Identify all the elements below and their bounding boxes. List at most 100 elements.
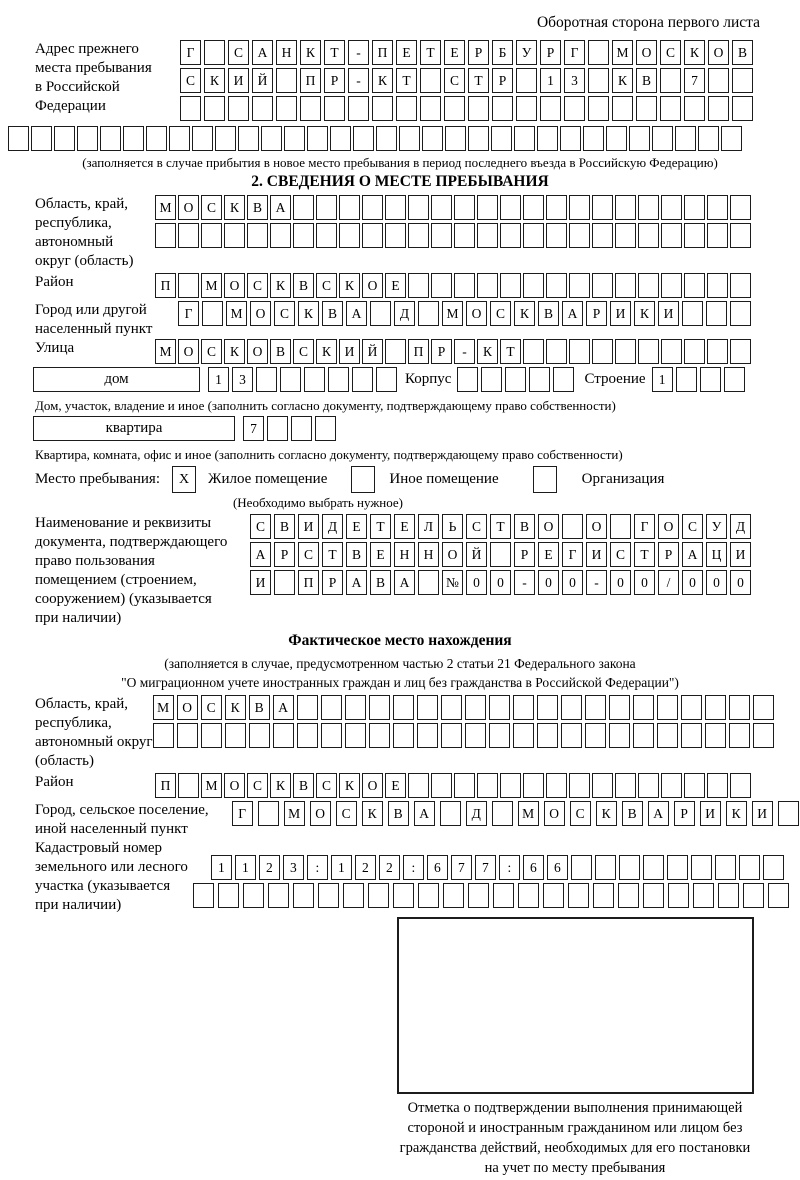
char-cell[interactable] xyxy=(569,773,590,798)
char-cell[interactable] xyxy=(704,723,726,748)
char-cell[interactable]: К xyxy=(316,339,337,364)
char-cell[interactable]: 3 xyxy=(564,68,585,93)
char-cell[interactable]: К xyxy=(224,195,245,220)
char-cell[interactable]: Р xyxy=(673,801,695,826)
char-cell[interactable]: 2 xyxy=(258,855,280,880)
char-cell[interactable] xyxy=(442,883,464,908)
char-cell[interactable] xyxy=(192,126,213,151)
char-cell[interactable]: М xyxy=(283,801,305,826)
char-cell[interactable]: 0 xyxy=(730,570,751,595)
char-cell[interactable]: О xyxy=(586,514,607,539)
char-cell[interactable] xyxy=(500,273,521,298)
char-cell[interactable]: В xyxy=(514,514,535,539)
char-cell[interactable]: А xyxy=(270,195,291,220)
char-cell[interactable] xyxy=(477,273,498,298)
char-cell[interactable] xyxy=(666,855,688,880)
char-cell[interactable] xyxy=(617,883,639,908)
char-cell[interactable]: - xyxy=(454,339,475,364)
char-cell[interactable]: С xyxy=(682,514,703,539)
char-cell[interactable]: 0 xyxy=(682,570,703,595)
char-cell[interactable] xyxy=(490,542,511,567)
char-cell[interactable] xyxy=(100,126,121,151)
char-cell[interactable]: О xyxy=(466,301,487,326)
checkbox-residential[interactable]: X xyxy=(172,466,196,493)
char-cell[interactable]: Ц xyxy=(706,542,727,567)
char-cell[interactable]: В xyxy=(270,339,291,364)
char-cell[interactable]: В xyxy=(247,195,268,220)
char-cell[interactable] xyxy=(708,96,729,121)
char-cell[interactable] xyxy=(512,723,534,748)
char-cell[interactable]: Р xyxy=(324,68,345,93)
char-cell[interactable]: К xyxy=(612,68,633,93)
char-cell[interactable]: О xyxy=(250,301,271,326)
char-cell[interactable] xyxy=(536,723,558,748)
char-cell[interactable] xyxy=(488,695,510,720)
char-cell[interactable] xyxy=(612,96,633,121)
char-cell[interactable]: 0 xyxy=(610,570,631,595)
char-cell[interactable]: С xyxy=(316,773,337,798)
char-cell[interactable]: С xyxy=(610,542,631,567)
char-cell[interactable] xyxy=(440,723,462,748)
char-cell[interactable] xyxy=(454,223,475,248)
char-cell[interactable]: С xyxy=(466,514,487,539)
char-cell[interactable]: У xyxy=(516,40,537,65)
char-cell[interactable] xyxy=(684,223,705,248)
char-cell[interactable] xyxy=(717,883,739,908)
char-cell[interactable] xyxy=(546,773,567,798)
char-cell[interactable] xyxy=(228,96,249,121)
char-cell[interactable] xyxy=(742,883,764,908)
char-cell[interactable] xyxy=(638,339,659,364)
char-cell[interactable]: Т xyxy=(500,339,521,364)
char-cell[interactable]: К xyxy=(224,695,246,720)
char-cell[interactable]: И xyxy=(610,301,631,326)
char-cell[interactable] xyxy=(730,195,751,220)
char-cell[interactable] xyxy=(656,723,678,748)
char-cell[interactable]: Г xyxy=(180,40,201,65)
char-cell[interactable]: А xyxy=(394,570,415,595)
char-cell[interactable]: О xyxy=(543,801,565,826)
char-cell[interactable] xyxy=(324,96,345,121)
char-cell[interactable] xyxy=(592,195,613,220)
char-cell[interactable] xyxy=(192,883,214,908)
char-cell[interactable]: М xyxy=(226,301,247,326)
char-cell[interactable] xyxy=(516,68,537,93)
char-cell[interactable] xyxy=(680,695,702,720)
char-cell[interactable]: И xyxy=(228,68,249,93)
char-cell[interactable] xyxy=(300,96,321,121)
char-cell[interactable] xyxy=(418,301,439,326)
char-cell[interactable] xyxy=(642,883,664,908)
checkbox-other-premises[interactable] xyxy=(351,466,376,493)
char-cell[interactable] xyxy=(680,723,702,748)
char-cell[interactable] xyxy=(684,339,705,364)
char-cell[interactable]: К xyxy=(270,773,291,798)
char-cell[interactable] xyxy=(368,723,390,748)
char-cell[interactable]: 3 xyxy=(282,855,304,880)
char-cell[interactable] xyxy=(707,339,728,364)
char-cell[interactable]: А xyxy=(647,801,669,826)
char-cell[interactable]: А xyxy=(346,301,367,326)
char-cell[interactable] xyxy=(567,883,589,908)
char-cell[interactable] xyxy=(468,96,489,121)
char-cell[interactable]: К xyxy=(339,773,360,798)
char-cell[interactable] xyxy=(728,723,750,748)
char-cell[interactable]: 1 xyxy=(210,855,232,880)
char-cell[interactable] xyxy=(752,723,774,748)
char-cell[interactable]: К xyxy=(224,339,245,364)
char-cell[interactable]: М xyxy=(201,273,222,298)
char-cell[interactable]: О xyxy=(224,773,245,798)
char-cell[interactable] xyxy=(152,723,174,748)
char-cell[interactable] xyxy=(316,223,337,248)
char-cell[interactable] xyxy=(248,723,270,748)
char-cell[interactable]: Г xyxy=(562,542,583,567)
char-cell[interactable]: С xyxy=(201,339,222,364)
char-cell[interactable]: С xyxy=(250,514,271,539)
char-cell[interactable] xyxy=(584,695,606,720)
char-cell[interactable] xyxy=(352,367,373,392)
char-cell[interactable] xyxy=(247,223,268,248)
char-cell[interactable] xyxy=(684,195,705,220)
char-cell[interactable]: Е xyxy=(385,273,406,298)
char-cell[interactable] xyxy=(454,273,475,298)
char-cell[interactable] xyxy=(238,126,259,151)
char-cell[interactable] xyxy=(588,96,609,121)
char-cell[interactable] xyxy=(408,195,429,220)
